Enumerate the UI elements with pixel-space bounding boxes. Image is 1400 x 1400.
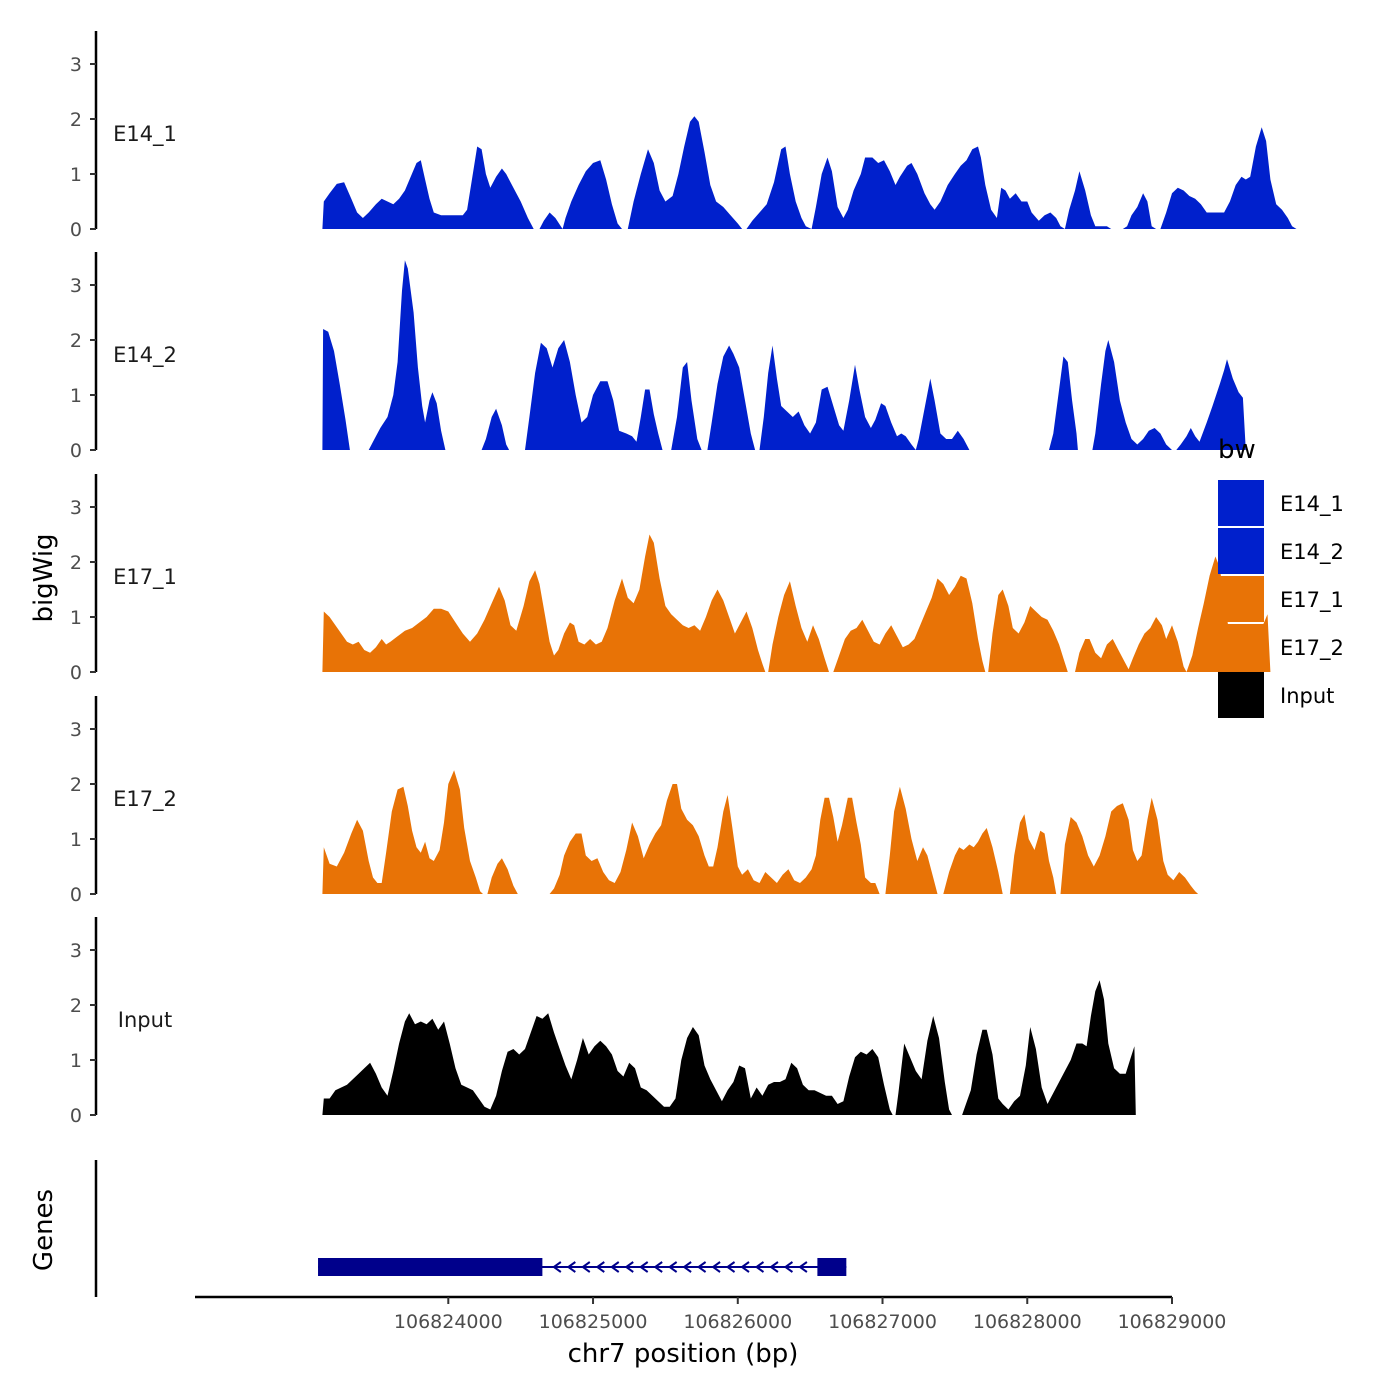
track-label-e14_1: E14_1	[113, 122, 177, 147]
y-tick-label: 3	[70, 719, 82, 741]
panel-e17_1: 0 1 2 3 E17_1	[70, 474, 1271, 684]
signal-area-e14_2	[322, 260, 1246, 450]
strand-arrow	[783, 1261, 794, 1273]
legend-label-input: Input	[1280, 684, 1334, 708]
gene-exon	[318, 1258, 543, 1276]
genes-track: Genes Olfr702	[29, 1160, 847, 1297]
strand-arrow	[754, 1261, 765, 1273]
strand-arrow	[638, 1261, 649, 1273]
legend-label-e17_2: E17_2	[1280, 636, 1344, 661]
y-tick-label: 0	[70, 440, 82, 462]
track-label-input: Input	[118, 1008, 172, 1032]
strand-arrow	[610, 1261, 620, 1273]
x-tick-label: 106827000	[828, 1311, 937, 1333]
y-tick-label: 2	[70, 109, 82, 131]
x-tick-label: 106829000	[1118, 1311, 1227, 1333]
y-tick-label: 3	[70, 940, 82, 962]
legend-key-e14_1	[1218, 480, 1264, 526]
track-label-e17_2: E17_2	[113, 787, 177, 812]
y-tick-label: 3	[70, 497, 82, 519]
y-tick-label: 1	[70, 607, 82, 629]
x-tick-label: 106825000	[539, 1311, 648, 1333]
x-tick-label: 106826000	[683, 1311, 792, 1333]
track-label-e17_1: E17_1	[113, 565, 177, 590]
legend-key-e17_1	[1218, 576, 1264, 622]
signal-area-e17_2	[322, 770, 1199, 894]
strand-arrow	[581, 1261, 591, 1273]
legend-key-e17_2	[1218, 624, 1264, 670]
strand-arrow	[711, 1261, 721, 1273]
genes-axis-title: Genes	[29, 1189, 59, 1271]
y-tick-label: 2	[70, 774, 82, 796]
y-tick-label: 1	[70, 1050, 82, 1072]
strand-arrow	[595, 1261, 605, 1273]
legend-key-e14_2	[1218, 528, 1264, 574]
strand-arrow	[552, 1261, 562, 1273]
x-tick-label: 106824000	[394, 1311, 503, 1333]
gene-exon	[817, 1258, 847, 1276]
x-tick-label: 106828000	[973, 1311, 1082, 1333]
signal-area-input	[322, 980, 1136, 1115]
strand-arrow	[725, 1261, 736, 1273]
y-tick-label: 0	[70, 1105, 82, 1127]
panel-input: 0 1 2 3 Input	[70, 917, 1136, 1127]
signal-area-e17_1	[322, 534, 1271, 672]
y-tick-label: 0	[70, 884, 82, 906]
y-tick-label: 1	[70, 164, 82, 186]
strand-arrow	[769, 1261, 779, 1273]
y-tick-label: 2	[70, 552, 82, 574]
y-tick-label: 2	[70, 995, 82, 1017]
y-tick-label: 3	[70, 54, 82, 76]
y-tick-label: 2	[70, 330, 82, 352]
y-tick-label: 1	[70, 385, 82, 407]
y-axis-title: bigWig	[29, 533, 59, 622]
y-tick-label: 1	[70, 829, 82, 851]
signal-area-e14_1	[322, 116, 1303, 229]
track-label-e14_2: E14_2	[113, 343, 177, 368]
legend-label-e14_2: E14_2	[1280, 540, 1344, 565]
legend-key-input	[1218, 672, 1264, 718]
strand-arrow	[624, 1261, 634, 1273]
strand-arrow	[667, 1261, 678, 1273]
y-tick-label: 0	[70, 219, 82, 241]
x-axis-title: chr7 position (bp)	[568, 1339, 799, 1369]
gene-olfr702: Olfr702	[318, 1258, 847, 1276]
strand-arrow	[740, 1261, 750, 1273]
legend-title: bw	[1218, 435, 1256, 465]
legend-label-e14_1: E14_1	[1280, 492, 1344, 517]
legend-label-e17_1: E17_1	[1280, 588, 1344, 613]
y-tick-label: 0	[70, 662, 82, 684]
y-tick-label: 3	[70, 275, 82, 297]
strand-arrow	[798, 1261, 808, 1273]
panel-e14_1: 0 1 2 3 E14_1	[70, 31, 1303, 241]
strand-arrow	[696, 1261, 707, 1273]
signal-panels: 0 1 2 3 E14_1 0 1 2 3 E14_2 0 1 2 3 E17_1 0 1 2 3 E17_2 0 1 2 3…	[70, 31, 1303, 1127]
strand-arrow	[566, 1261, 576, 1273]
panel-e14_2: 0 1 2 3 E14_2	[70, 252, 1246, 462]
strand-arrow	[682, 1261, 692, 1273]
legend: bw E14_1 E14_2 E17_1 E17_2 Input	[1218, 435, 1344, 718]
x-axis: 106824000 106825000 106826000 106827000 1068…	[195, 1295, 1227, 1333]
panel-e17_2: 0 1 2 3 E17_2	[70, 696, 1199, 906]
strand-arrow	[653, 1261, 663, 1273]
